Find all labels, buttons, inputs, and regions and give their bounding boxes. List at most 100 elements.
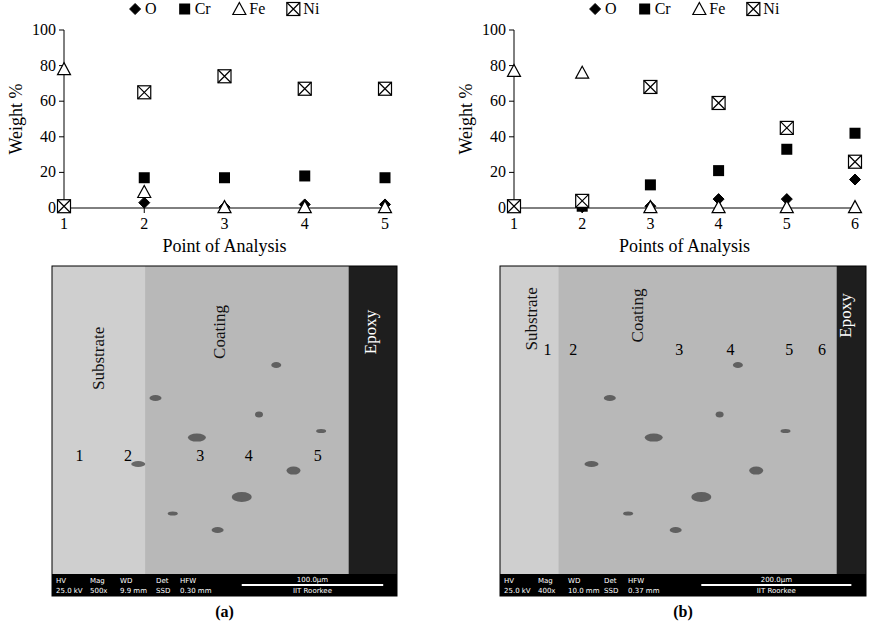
marker-cross	[138, 86, 151, 99]
x-tick-label: 5	[783, 215, 791, 232]
micrograph: SubstrateCoatingEpoxy12345HVMagWDDetHFW2…	[52, 266, 397, 621]
marker-box	[138, 86, 151, 99]
data-point	[850, 174, 861, 185]
data-point	[713, 165, 724, 176]
info-value: 25.0 kV	[56, 587, 83, 595]
marker-cross	[58, 200, 71, 213]
pore	[645, 434, 663, 442]
data-point	[379, 82, 392, 95]
data-point	[59, 201, 70, 212]
legend-label: O	[145, 0, 157, 17]
data-group	[58, 63, 392, 213]
x-axis-title: Points of Analysis	[619, 236, 750, 256]
info-header: WD	[120, 577, 132, 585]
info-value: SSD	[604, 587, 618, 595]
y-axis-line	[64, 30, 65, 208]
y-tick	[59, 136, 64, 137]
image-frame	[52, 266, 397, 596]
marker-cross	[712, 96, 725, 109]
image-ground	[500, 266, 866, 596]
analysis-point: 3	[196, 447, 204, 464]
analysis-point: 5	[314, 447, 322, 464]
data-point	[645, 201, 656, 212]
y-tick	[59, 30, 64, 31]
analysis-point: 4	[245, 447, 253, 464]
analysis-point: 3	[675, 341, 683, 358]
data-point	[508, 64, 521, 76]
legend-label: Cr	[195, 0, 212, 17]
legend-marker	[639, 4, 650, 15]
info-value: 0.37 mm	[628, 587, 660, 595]
data-point	[780, 201, 793, 213]
figure: 02040608010012345Point of AnalysisWeight…	[0, 0, 892, 629]
pore	[255, 412, 263, 418]
legend-label: Fe	[709, 0, 725, 17]
legend-marker	[179, 4, 190, 15]
data-point	[576, 194, 589, 207]
pore	[287, 467, 301, 475]
pore	[691, 492, 711, 502]
pore	[585, 461, 599, 467]
legend-marker	[590, 4, 601, 15]
y-tick	[509, 30, 514, 31]
data-point	[298, 201, 311, 213]
legend-item: Fe	[233, 0, 266, 17]
data-group	[508, 64, 862, 212]
legend-item: Cr	[179, 0, 211, 17]
x-axis-title: Point of Analysis	[162, 236, 286, 256]
info-value: 400x	[538, 587, 556, 595]
marker-cross	[747, 3, 760, 16]
institution: IIT Roorkee	[757, 587, 796, 595]
marker-box	[780, 121, 793, 134]
region-label: Substrate	[522, 287, 541, 350]
x-axis-line	[514, 208, 855, 209]
info-bar	[500, 574, 866, 596]
analysis-point: 6	[818, 341, 826, 358]
info-value: 500x	[90, 587, 108, 595]
data-point	[379, 201, 392, 213]
pore	[780, 429, 790, 433]
chart-panel: 02040608010012345Point of AnalysisWeight…	[6, 0, 392, 256]
data-point	[509, 201, 520, 212]
pore	[271, 362, 281, 368]
pore	[150, 395, 162, 401]
data-point	[298, 82, 311, 95]
data-point	[58, 200, 71, 213]
marker-cross	[644, 80, 657, 93]
marker-box	[576, 194, 589, 207]
analysis-point: 5	[785, 341, 793, 358]
marker-cross	[218, 70, 231, 83]
panel-label: (a)	[215, 603, 234, 621]
legend-marker	[233, 3, 246, 15]
substrate-area	[500, 266, 559, 596]
y-tick	[59, 172, 64, 173]
info-header: Det	[604, 577, 617, 585]
x-tick-label: 2	[140, 215, 148, 232]
y-tick-label: 40	[40, 128, 56, 145]
pore	[733, 362, 743, 368]
x-tick-label: 4	[715, 215, 723, 232]
legend-item: Ni	[747, 0, 780, 17]
region-label: Substrate	[89, 327, 108, 390]
x-tick-label: 1	[60, 215, 68, 232]
marker-cross	[508, 200, 521, 213]
x-tick-label: 4	[301, 215, 309, 232]
data-point	[139, 197, 150, 208]
marker-box	[379, 82, 392, 95]
y-tick-label: 20	[40, 163, 56, 180]
chart-panel: 020406080100123456Points of AnalysisWeig…	[456, 0, 862, 256]
data-point	[138, 86, 151, 99]
info-header: HV	[56, 577, 66, 585]
region-label: Epoxy	[836, 293, 855, 338]
pore	[168, 512, 178, 516]
analysis-point: 2	[569, 341, 577, 358]
data-point	[299, 170, 310, 181]
y-tick-label: 60	[40, 92, 56, 109]
region-label: Coating	[210, 305, 229, 359]
marker-cross	[849, 155, 862, 168]
analysis-point: 2	[124, 447, 132, 464]
x-tick-label: 1	[510, 215, 518, 232]
pore	[131, 461, 145, 467]
legend-label: Ni	[763, 0, 780, 17]
data-point	[139, 172, 150, 183]
